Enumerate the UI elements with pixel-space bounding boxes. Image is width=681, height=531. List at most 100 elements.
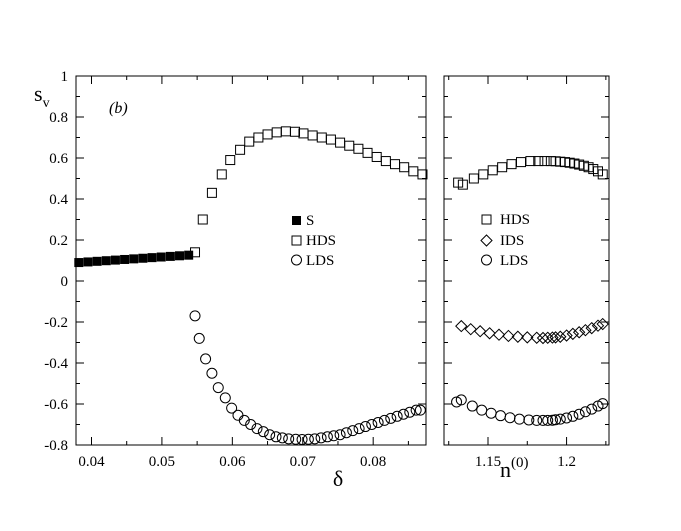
data-point-hds (290, 126, 301, 137)
data-point-s (175, 251, 185, 261)
data-point-lds (302, 433, 314, 445)
data-point-s (138, 253, 148, 263)
y-tick-label: -0.8 (44, 438, 68, 454)
data-point-lds-right (586, 403, 598, 415)
data-point-lds-right (455, 394, 467, 406)
legend-marker-lds-right (481, 254, 492, 266)
data-point-lds (238, 414, 250, 426)
x-tick-label: 0.07 (290, 454, 317, 470)
legend-marker-ids-right (480, 234, 493, 247)
data-point-hds-right (516, 157, 526, 168)
data-point-hds (271, 127, 282, 138)
y-tick-label: 0.2 (49, 233, 68, 249)
data-point-lds-right (523, 414, 535, 426)
y-tick-label: -0.6 (44, 397, 68, 413)
data-point-hds-right (478, 169, 489, 180)
data-point-lds-right (451, 396, 463, 408)
data-point-hds-right (487, 165, 498, 176)
data-point-hds (325, 134, 336, 145)
data-point-ids-right (579, 323, 592, 337)
data-point-hds (190, 247, 201, 258)
data-point-ids-right (511, 330, 525, 343)
data-point-lds (296, 433, 308, 445)
x-tick-label: 0.04 (78, 454, 105, 470)
data-point-s (129, 254, 139, 264)
data-point-hds (408, 166, 419, 177)
data-point-hds (344, 140, 355, 151)
data-point-ids-right (530, 331, 543, 344)
y-axis-label: sv (34, 81, 50, 111)
right-panel: 1.15 1.2 n(0) HDS IDS LDS (443, 75, 610, 482)
data-point-lds-right (542, 414, 554, 426)
data-point-lds-right (579, 406, 591, 418)
data-point-hds-right (506, 159, 517, 170)
data-point-hds (298, 128, 309, 139)
data-point-lds (290, 433, 302, 445)
data-point-lds (212, 382, 224, 394)
legend-marker-hds (291, 235, 302, 246)
data-point-hds (390, 159, 401, 170)
x-tick-label: 0.05 (149, 454, 175, 470)
data-point-hds-right (525, 156, 536, 167)
right-legend: HDS IDS LDS (480, 212, 530, 269)
data-point-lds (414, 404, 426, 416)
x-axis-label-n0: n(0) (500, 455, 529, 482)
data-point-lds (309, 433, 321, 445)
data-point-lds (404, 406, 416, 418)
data-point-hds-right (468, 173, 479, 184)
data-point-lds (245, 419, 257, 430)
legend-label-hds-right: HDS (500, 212, 530, 228)
data-point-s (165, 251, 175, 261)
data-point-lds-right (554, 413, 566, 425)
data-point-ids-right (492, 328, 506, 341)
data-point-lds (334, 429, 346, 441)
data-point-ids-right (464, 322, 477, 336)
data-point-lds (391, 410, 403, 422)
data-point-hds (197, 214, 208, 225)
x-tick-label: 0.08 (360, 454, 386, 470)
data-point-lds-right (476, 404, 488, 416)
x-axis-label-delta: δ (333, 466, 343, 491)
data-point-lds (353, 423, 365, 435)
data-point-lds-right (573, 408, 585, 420)
data-point-lds-right (537, 414, 549, 426)
data-point-lds-right (504, 412, 516, 424)
y-tick-label: 0.4 (49, 192, 68, 208)
data-point-lds (193, 332, 205, 344)
data-point-hds-right (539, 156, 550, 167)
legend-label-lds-right: LDS (500, 253, 528, 269)
data-point-hds (216, 169, 227, 180)
y-tick-label: -0.4 (44, 356, 68, 372)
data-point-hds (316, 132, 327, 143)
x-axis-label-superscript: (0) (511, 455, 529, 471)
y-tick-label: 0 (61, 274, 69, 290)
y-axis-label-subscript: v (43, 96, 50, 111)
data-point-s (101, 256, 111, 266)
y-tick-label: 1 (61, 69, 69, 85)
data-point-hds (307, 130, 318, 141)
data-point-lds-right (597, 398, 609, 410)
data-point-lds (372, 416, 384, 428)
data-point-ids-right (536, 331, 550, 345)
data-point-lds (206, 367, 218, 379)
data-point-lds (283, 433, 295, 445)
data-point-hds (353, 143, 364, 154)
data-point-hds (225, 155, 236, 166)
x-tick-label: 1.15 (475, 454, 501, 470)
data-point-s (184, 250, 194, 260)
data-point-ids-right (549, 331, 562, 344)
x-tick-label: 0.06 (219, 454, 246, 470)
legend-label-s: S (306, 213, 314, 229)
data-point-ids-right (483, 327, 496, 340)
data-point-hds (399, 162, 410, 173)
data-point-lds (219, 392, 231, 404)
data-point-lds (315, 432, 327, 444)
data-point-lds (321, 431, 333, 443)
data-point-ids-right (560, 329, 573, 342)
data-point-lds (397, 408, 409, 420)
legend-label-ids-right: IDS (500, 233, 524, 249)
data-point-ids-right (455, 319, 468, 333)
data-point-lds (385, 412, 397, 424)
data-point-ids-right (585, 321, 598, 335)
